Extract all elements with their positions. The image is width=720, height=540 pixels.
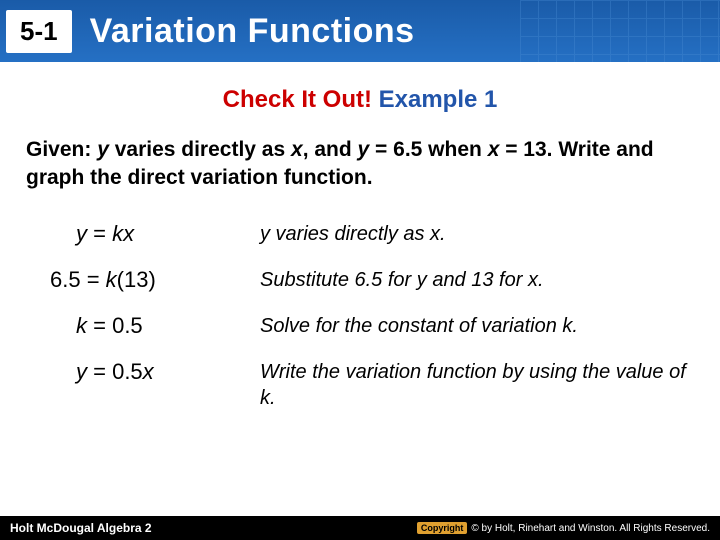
step-explanation: Write the variation function by using th…	[260, 359, 690, 411]
header-grid-decoration	[520, 0, 720, 62]
eq-lhs: y	[76, 359, 87, 384]
step-explanation: Solve for the constant of variation k.	[260, 313, 690, 339]
slide-title: Variation Functions	[90, 12, 415, 51]
eq-eq: =	[87, 221, 112, 246]
step-equation: 6.5 = k(13)	[50, 267, 260, 293]
step-row: 6.5 = k(13) Substitute 6.5 for y and 13 …	[50, 267, 690, 293]
footer-copyright: Copyright © by Holt, Rinehart and Winsto…	[417, 522, 710, 534]
step-equation: y = kx	[50, 221, 260, 247]
step-row: y = kx y varies directly as x.	[50, 221, 690, 247]
eq-rhs-num: 0.5	[112, 359, 143, 384]
slide-header: 5-1 Variation Functions	[0, 0, 720, 62]
eq-rhs-var: kx	[112, 221, 134, 246]
eq-rhs-num: (13)	[117, 267, 156, 292]
prompt-text: varies directly as	[109, 138, 291, 161]
eq-eq: =	[87, 313, 112, 338]
prompt-text: Given:	[26, 138, 97, 161]
eq-eq: =	[81, 267, 106, 292]
eq-rhs-var: k	[106, 267, 117, 292]
problem-prompt: Given: y varies directly as x, and y = 6…	[26, 136, 694, 193]
copyright-badge: Copyright	[417, 522, 468, 534]
step-explanation: Substitute 6.5 for y and 13 for x.	[260, 267, 690, 293]
slide-subtitle: Check It Out! Example 1	[0, 86, 720, 114]
prompt-var-y: y	[358, 138, 370, 161]
subtitle-part-2: Example 1	[379, 86, 498, 113]
solution-steps: y = kx y varies directly as x. 6.5 = k(1…	[0, 221, 720, 411]
copyright-text: © by Holt, Rinehart and Winston. All Rig…	[471, 523, 710, 534]
prompt-var-x: x	[488, 138, 500, 161]
eq-lhs: k	[76, 313, 87, 338]
step-row: k = 0.5 Solve for the constant of variat…	[50, 313, 690, 339]
step-explanation: y varies directly as x.	[260, 221, 690, 247]
eq-rhs-var: x	[143, 359, 154, 384]
prompt-text: = 6.5 when	[369, 138, 487, 161]
step-equation: y = 0.5x	[50, 359, 260, 385]
step-row: y = 0.5x Write the variation function by…	[50, 359, 690, 411]
slide-footer: Holt McDougal Algebra 2 Copyright © by H…	[0, 516, 720, 540]
step-equation: k = 0.5	[50, 313, 260, 339]
eq-lhs: 6.5	[50, 267, 81, 292]
prompt-text: , and	[303, 138, 358, 161]
eq-lhs: y	[76, 221, 87, 246]
prompt-var-x: x	[291, 138, 303, 161]
eq-eq: =	[87, 359, 112, 384]
subtitle-part-1: Check It Out!	[223, 86, 379, 113]
footer-textbook-name: Holt McDougal Algebra 2	[10, 521, 152, 535]
section-number-badge: 5-1	[6, 10, 72, 53]
prompt-var-y: y	[97, 138, 109, 161]
eq-rhs-num: 0.5	[112, 313, 143, 338]
